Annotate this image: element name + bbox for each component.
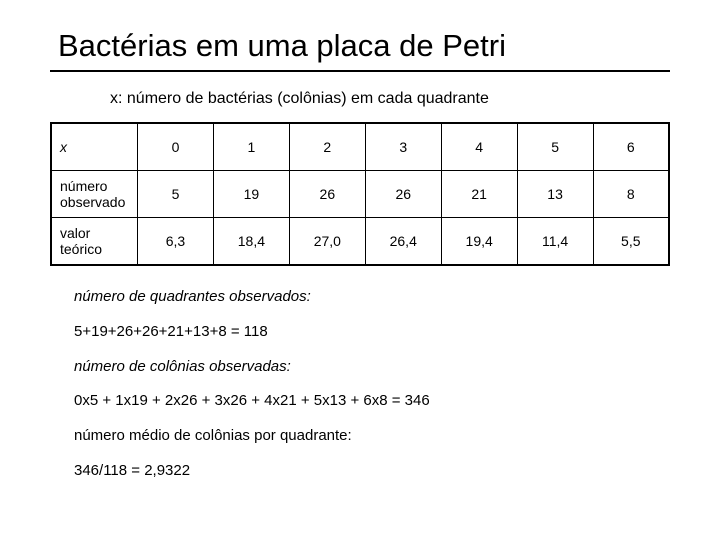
row-label: valor teórico <box>51 218 138 266</box>
table-cell: 27,0 <box>289 218 365 266</box>
page-title: Bactérias em uma placa de Petri <box>58 28 670 64</box>
table-cell: 18,4 <box>213 218 289 266</box>
note-value: 346/118 = 2,9322 <box>74 462 670 481</box>
note-label: número de colônias observadas: <box>74 358 670 377</box>
note-label: número de quadrantes observados: <box>74 288 670 307</box>
note-label: número médio de colônias por quadrante: <box>74 427 670 446</box>
row-label: número observado <box>51 171 138 218</box>
table-cell: 26,4 <box>365 218 441 266</box>
subtitle: x: número de bactérias (colônias) em cad… <box>110 90 670 108</box>
table-row: valor teórico 6,3 18,4 27,0 26,4 19,4 11… <box>51 218 669 266</box>
title-divider <box>50 70 670 72</box>
table-cell: 8 <box>593 171 669 218</box>
note-value: 5+19+26+26+21+13+8 = 118 <box>74 323 670 342</box>
table-cell: 19 <box>213 171 289 218</box>
table-row: número observado 5 19 26 26 21 13 8 <box>51 171 669 218</box>
table-cell: 13 <box>517 171 593 218</box>
table-cell: 21 <box>441 171 517 218</box>
table-cell: 26 <box>365 171 441 218</box>
table-cell: 19,4 <box>441 218 517 266</box>
data-table: x 0 1 2 3 4 5 6 número observado 5 19 26… <box>50 122 670 266</box>
table-row: x 0 1 2 3 4 5 6 <box>51 123 669 171</box>
table-cell: 11,4 <box>517 218 593 266</box>
table-cell: 26 <box>289 171 365 218</box>
note-value: 0x5 + 1x19 + 2x26 + 3x26 + 4x21 + 5x13 +… <box>74 392 670 411</box>
header-cell: 1 <box>213 123 289 171</box>
header-cell: 5 <box>517 123 593 171</box>
table-cell: 5,5 <box>593 218 669 266</box>
header-cell: 6 <box>593 123 669 171</box>
header-cell: 4 <box>441 123 517 171</box>
table-cell: 6,3 <box>138 218 214 266</box>
table-cell: 5 <box>138 171 214 218</box>
notes-block: número de quadrantes observados: 5+19+26… <box>74 288 670 481</box>
header-cell: 3 <box>365 123 441 171</box>
header-cell-x: x <box>51 123 138 171</box>
header-cell: 0 <box>138 123 214 171</box>
header-cell: 2 <box>289 123 365 171</box>
